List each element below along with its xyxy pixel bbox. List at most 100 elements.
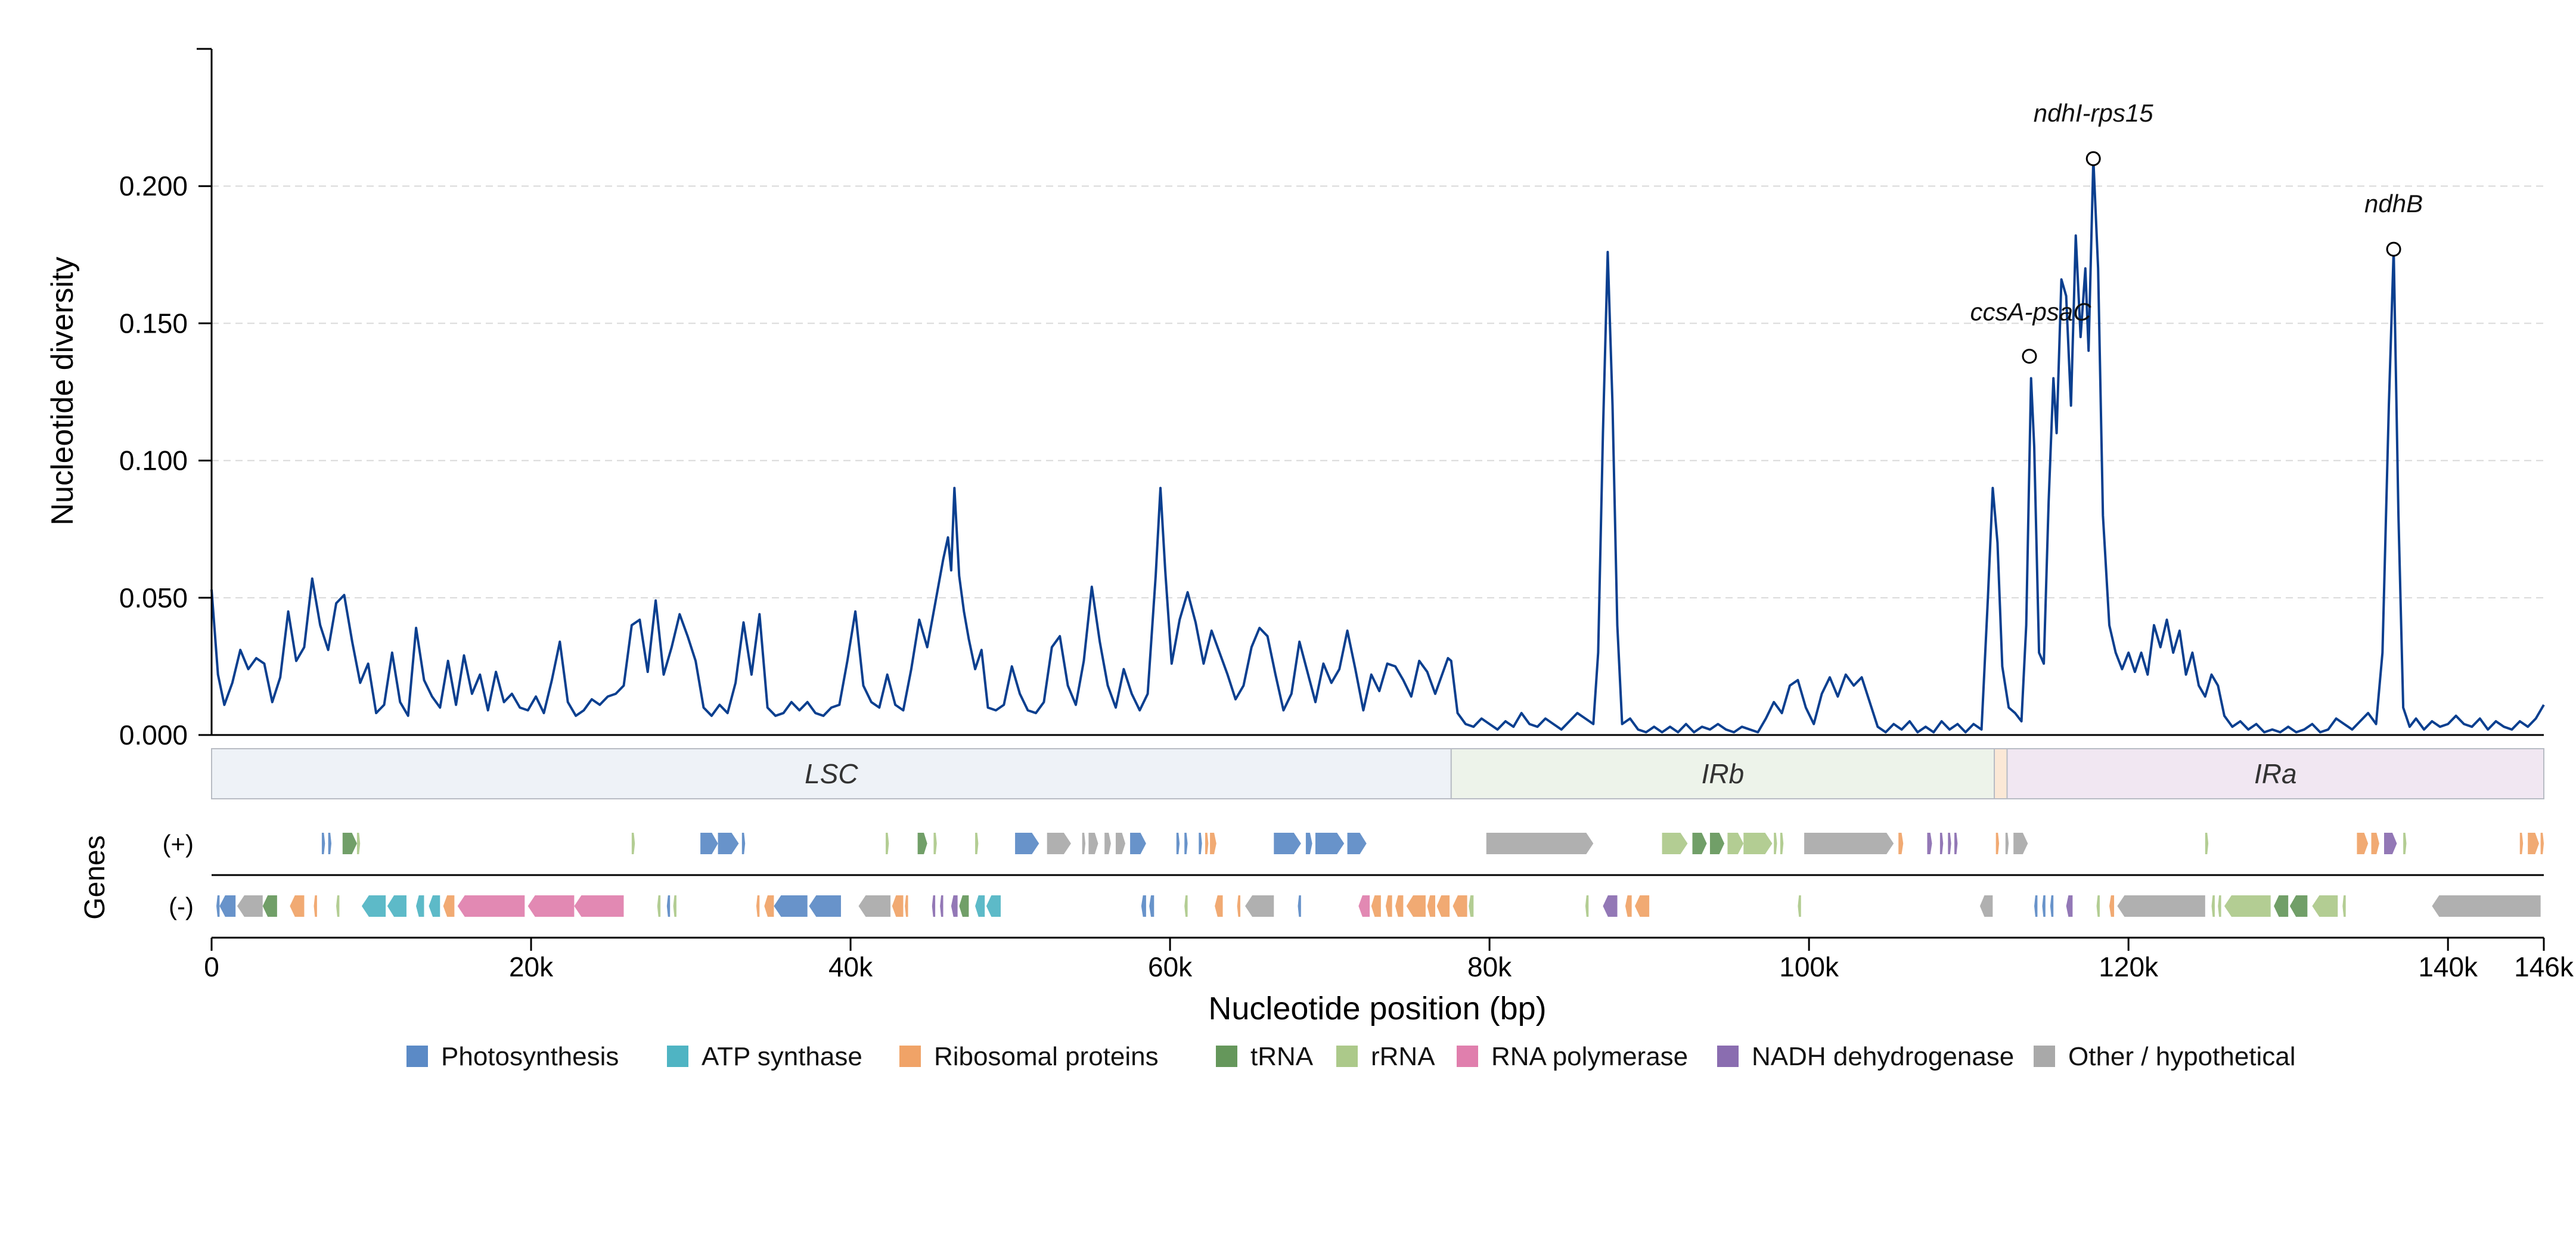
genes-plus-track bbox=[321, 833, 2544, 854]
legend-label: RNA polymerase bbox=[1491, 1042, 1688, 1071]
legend-label: Ribosomal proteins bbox=[934, 1042, 1159, 1071]
x-tick-label: 100k bbox=[1779, 951, 1839, 982]
x-axis-label: Nucleotide position (bp) bbox=[1208, 991, 1546, 1026]
gene-arrow bbox=[2519, 833, 2524, 854]
gene-arrow bbox=[1427, 895, 1435, 917]
region-label: LSC bbox=[805, 758, 858, 789]
x-tick-label: 80k bbox=[1467, 951, 1512, 982]
gene-arrow bbox=[905, 895, 908, 917]
peak-label: ndhB bbox=[2364, 190, 2423, 218]
legend-swatch bbox=[2034, 1046, 2055, 1067]
gene-arrow bbox=[416, 895, 424, 917]
gene-arrow bbox=[356, 833, 361, 854]
gene-arrow bbox=[673, 895, 676, 917]
gene-arrow bbox=[940, 895, 944, 917]
strand-minus-label: (-) bbox=[169, 892, 194, 920]
gene-arrow bbox=[1315, 833, 1345, 854]
region-junction bbox=[1994, 748, 2008, 799]
gene-arrow bbox=[262, 895, 277, 917]
gene-arrow bbox=[1709, 833, 1725, 854]
gene-arrow bbox=[1662, 833, 1688, 854]
gene-arrow bbox=[314, 895, 317, 917]
gene-arrow bbox=[1774, 833, 1777, 854]
legend-swatch bbox=[667, 1046, 688, 1067]
gene-arrow bbox=[886, 833, 889, 854]
gene-arrow bbox=[1130, 833, 1146, 854]
region-ira bbox=[2006, 748, 2544, 799]
gene-arrow bbox=[2050, 895, 2054, 917]
gene-arrow bbox=[1104, 833, 1111, 854]
gene-arrow bbox=[1995, 833, 2000, 854]
peak-label: ndhI-rps15 bbox=[2034, 99, 2153, 127]
gene-arrow bbox=[2096, 895, 2100, 917]
gene-arrow bbox=[1184, 833, 1188, 854]
gene-arrow bbox=[1298, 895, 1301, 917]
legend-swatch bbox=[1717, 1046, 1739, 1067]
gene-arrow bbox=[1347, 833, 1367, 854]
x-tick-label: 60k bbox=[1148, 951, 1193, 982]
gene-arrow bbox=[809, 895, 841, 917]
gene-arrow bbox=[1141, 895, 1146, 917]
genes-axis-label: Genes bbox=[79, 835, 111, 919]
gene-arrow bbox=[975, 833, 979, 854]
gene-arrow bbox=[387, 895, 406, 917]
gene-arrow bbox=[951, 895, 958, 917]
gene-arrow bbox=[1115, 833, 1126, 854]
legend-label: ATP synthase bbox=[702, 1042, 862, 1071]
gene-arrow bbox=[2013, 833, 2028, 854]
gene-arrow bbox=[1798, 895, 1801, 917]
gene-arrow bbox=[2205, 833, 2209, 854]
strand-plus-label: (+) bbox=[163, 830, 194, 858]
gene-arrow bbox=[917, 833, 927, 854]
gene-arrow bbox=[1406, 895, 1426, 917]
legend-label: Other / hypothetical bbox=[2068, 1042, 2296, 1071]
gene-arrow bbox=[700, 833, 718, 854]
gene-arrow bbox=[933, 833, 937, 854]
gene-arrow bbox=[2042, 895, 2046, 917]
gene-arrow bbox=[1603, 895, 1618, 917]
legend-label: Photosynthesis bbox=[441, 1042, 619, 1071]
gene-arrow bbox=[527, 895, 575, 917]
gene-arrow bbox=[2312, 895, 2338, 917]
y-tick-label: 0.000 bbox=[119, 719, 188, 750]
gene-arrow bbox=[336, 895, 340, 917]
gene-arrow bbox=[1635, 895, 1650, 917]
gene-arrow bbox=[2274, 895, 2289, 917]
gene-arrow bbox=[1047, 833, 1071, 854]
genes-minus-track bbox=[216, 895, 2541, 917]
gene-arrow bbox=[1948, 833, 1951, 854]
diversity-line bbox=[210, 157, 2545, 734]
gene-arrow bbox=[892, 895, 904, 917]
gene-arrow bbox=[2109, 895, 2115, 917]
gene-arrow bbox=[443, 895, 455, 917]
gene-arrow bbox=[774, 895, 808, 917]
gene-arrow bbox=[858, 895, 891, 917]
region-lsc bbox=[211, 748, 1452, 799]
gene-arrow bbox=[1692, 833, 1707, 854]
gene-arrow bbox=[657, 895, 661, 917]
legend-swatch bbox=[1216, 1046, 1237, 1067]
x-tick-label: 140k bbox=[2418, 951, 2478, 982]
peak-annotations: ndhI-rps15 ndhB ccsA-psaC bbox=[1970, 99, 2423, 364]
gene-arrow bbox=[2383, 833, 2397, 854]
gene-arrow bbox=[1780, 833, 1784, 854]
gene-arrow bbox=[1199, 833, 1202, 854]
gene-arrow bbox=[2528, 833, 2539, 854]
gene-arrow bbox=[2117, 895, 2205, 917]
legend-label: NADH dehydrogenase bbox=[1752, 1042, 2014, 1071]
peak-marker bbox=[2085, 151, 2101, 166]
legend-swatch bbox=[1336, 1046, 1358, 1067]
gene-arrow bbox=[666, 895, 671, 917]
gene-arrow bbox=[342, 833, 357, 854]
gene-arrow bbox=[290, 895, 305, 917]
region-label: IRb bbox=[1702, 758, 1745, 789]
gene-arrow bbox=[2034, 895, 2038, 917]
x-tick-label: 40k bbox=[828, 951, 873, 982]
gene-arrow bbox=[1210, 833, 1216, 854]
y-tick-label: 0.200 bbox=[119, 170, 188, 201]
gene-arrow bbox=[932, 895, 936, 917]
legend-label: tRNA bbox=[1250, 1042, 1314, 1071]
y-tick-label: 0.100 bbox=[119, 445, 188, 476]
gene-arrow bbox=[1082, 833, 1086, 854]
